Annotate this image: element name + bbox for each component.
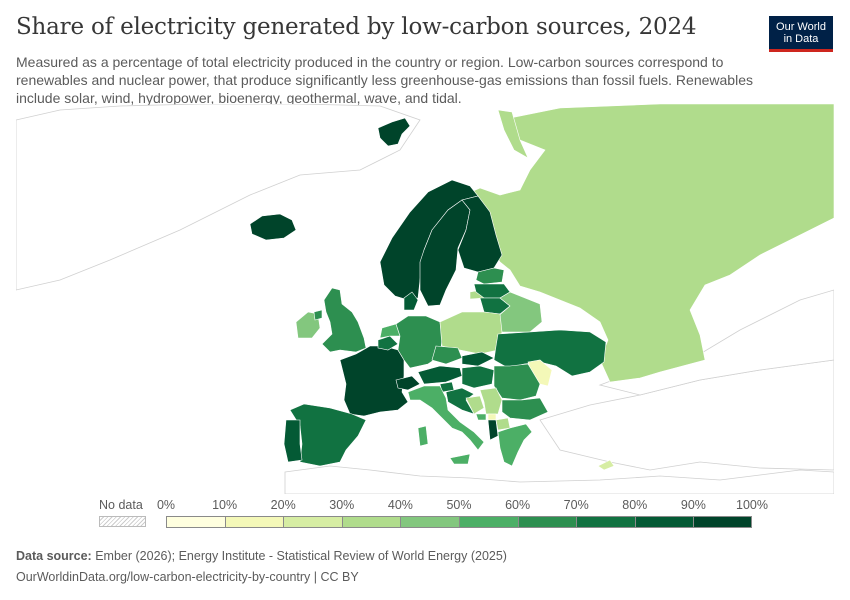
- logo-line-1: Our World: [776, 21, 826, 33]
- region-switzerland[interactable]: [395, 375, 421, 391]
- region-sardinia[interactable]: [417, 425, 429, 447]
- legend-tick: 80%: [622, 498, 648, 512]
- legend-tick: 0%: [156, 498, 176, 512]
- europe-map: [16, 104, 834, 494]
- region-czechia[interactable]: [431, 345, 463, 365]
- region-belarus[interactable]: [495, 291, 543, 333]
- region-albania[interactable]: [487, 419, 499, 441]
- legend-bin[interactable]: [634, 516, 694, 528]
- legend-bin[interactable]: [459, 516, 518, 528]
- region-hungary[interactable]: [461, 365, 495, 389]
- region-north-macedonia[interactable]: [495, 417, 511, 431]
- region-kosovo[interactable]: [487, 413, 497, 421]
- region-serbia[interactable]: [479, 387, 503, 415]
- owid-logo[interactable]: Our World in Data: [769, 16, 833, 52]
- legend-bin[interactable]: [341, 516, 401, 528]
- legend-tick: 90%: [680, 498, 706, 512]
- region-russia-novaya-zemlya[interactable]: [497, 109, 529, 159]
- region-sicily[interactable]: [449, 453, 471, 465]
- legend-tick: 40%: [387, 498, 413, 512]
- legend-bin[interactable]: [166, 516, 225, 528]
- legend-bin[interactable]: [224, 516, 284, 528]
- region-croatia[interactable]: [445, 387, 475, 415]
- legend-tick: 100%: [736, 498, 768, 512]
- region-france[interactable]: [339, 345, 409, 417]
- legend-tick: 20%: [270, 498, 296, 512]
- region-slovakia[interactable]: [461, 351, 495, 367]
- chart-title: Share of electricity generated by low-ca…: [16, 14, 697, 40]
- region-iceland[interactable]: [249, 213, 297, 241]
- legend-bin[interactable]: [400, 516, 459, 528]
- region-italy[interactable]: [407, 385, 485, 451]
- region-portugal[interactable]: [283, 419, 303, 463]
- legend-bin[interactable]: [517, 516, 577, 528]
- legend-bin[interactable]: [283, 516, 342, 528]
- region-netherlands[interactable]: [379, 323, 401, 339]
- source-text: Ember (2026); Energy Institute - Statist…: [95, 549, 507, 563]
- region-uk-ni[interactable]: [313, 309, 323, 321]
- region-ireland[interactable]: [295, 311, 321, 339]
- region-estonia[interactable]: [475, 267, 505, 285]
- region-denmark[interactable]: [403, 291, 419, 311]
- legend-tick: 50%: [446, 498, 472, 512]
- region-svalbard[interactable]: [377, 117, 411, 147]
- legend-no-data-swatch: [99, 516, 146, 527]
- data-source: Data source: Ember (2026); Energy Instit…: [16, 549, 507, 563]
- region-greece[interactable]: [497, 423, 533, 467]
- legend-tick: 30%: [329, 498, 355, 512]
- region-montenegro[interactable]: [475, 413, 487, 421]
- legend-tick: 70%: [563, 498, 589, 512]
- region-uk-gb[interactable]: [321, 287, 367, 353]
- region-spain[interactable]: [289, 403, 367, 467]
- region-bulgaria[interactable]: [501, 397, 549, 421]
- source-url[interactable]: OurWorldinData.org/low-carbon-electricit…: [16, 570, 359, 584]
- legend-no-data-label: No data: [99, 498, 143, 512]
- logo-line-2: in Data: [783, 33, 819, 45]
- north-africa-outline: [284, 465, 834, 494]
- countries: [249, 104, 834, 471]
- chart-subtitle: Measured as a percentage of total electr…: [16, 54, 753, 106]
- source-label: Data source:: [16, 549, 92, 563]
- region-cyprus[interactable]: [597, 459, 615, 471]
- legend-tick: 60%: [505, 498, 531, 512]
- greenland-outline: [16, 104, 421, 291]
- legend-tick: 10%: [212, 498, 238, 512]
- region-bosnia[interactable]: [465, 395, 485, 415]
- region-austria[interactable]: [417, 365, 463, 385]
- legend-bin[interactable]: [576, 516, 635, 528]
- region-russia[interactable]: [461, 104, 834, 383]
- legend-bin[interactable]: [693, 516, 752, 528]
